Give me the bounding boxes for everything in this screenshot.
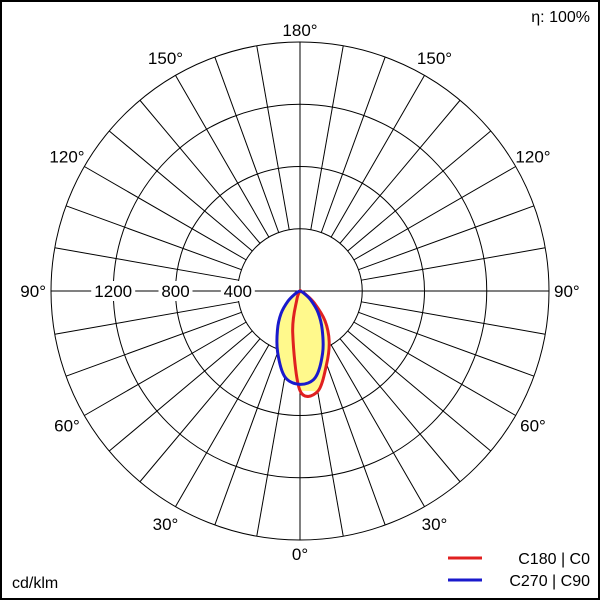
grid-spoke-200 (214, 56, 280, 233)
grid-spoke-230 (108, 130, 253, 252)
grid-spoke-150 (330, 75, 425, 238)
grid-spoke-300 (84, 321, 247, 416)
angle-tick-label: 90° (554, 282, 580, 301)
radial-label-bg (91, 281, 136, 301)
angle-tick-label: 150° (417, 49, 452, 68)
grid-spoke-160 (320, 56, 386, 233)
grid-spoke-250 (65, 205, 242, 271)
legend: C180 | C0 C270 | C90 (448, 551, 590, 590)
fill-area-2 (277, 291, 323, 385)
unit-label: cd/klm (12, 575, 58, 592)
grid-spoke-40 (339, 338, 461, 483)
grid-spoke-30 (330, 344, 425, 507)
grid-spoke-340 (214, 349, 280, 526)
angle-tick-label: 60° (520, 417, 546, 436)
grid-spoke-140 (339, 99, 461, 244)
grid-spoke-320 (139, 338, 261, 483)
grid-spoke-330 (175, 344, 270, 507)
angle-tick-label: 30° (153, 515, 179, 534)
grid-spoke-210 (175, 75, 270, 238)
angle-tick-label: 0° (292, 545, 308, 564)
grid-spoke-120 (353, 166, 516, 261)
efficiency-label: η: 100% (531, 9, 590, 26)
angle-tick-label: 120° (49, 148, 84, 167)
grid-spoke-170 (310, 45, 344, 230)
legend-label-1: C180 | C0 (518, 551, 590, 568)
radial-label-bg (220, 281, 255, 301)
radial-tick-label: 800 (161, 282, 189, 301)
grid-spoke-80 (361, 301, 546, 335)
grid-spoke-50 (347, 330, 492, 452)
grid-spoke-220 (139, 99, 261, 244)
grid-spoke-240 (84, 166, 247, 261)
angle-tick-label: 120° (515, 148, 550, 167)
grid-spoke-190 (256, 45, 290, 230)
radial-tick-label: 400 (224, 282, 252, 301)
grid-spoke-110 (358, 205, 535, 271)
grid-spoke-260 (54, 247, 239, 281)
grid-spoke-70 (358, 311, 535, 377)
angle-tick-label: 180° (282, 21, 317, 40)
grid-spoke-280 (54, 301, 239, 335)
grid-spoke-290 (65, 311, 242, 377)
angle-tick-label: 90° (20, 282, 46, 301)
grid-spoke-60 (353, 321, 516, 416)
angle-tick-label: 150° (148, 49, 183, 68)
angle-tick-label: 30° (422, 515, 448, 534)
grid-spoke-350 (256, 352, 290, 537)
grid-layer (50, 41, 550, 541)
grid-spoke-20 (320, 349, 386, 526)
legend-label-2: C270 | C90 (509, 573, 590, 590)
label-layer: 180° 150° 150° 120° 120° 90° 90° 60° 60° 30° 30° 0°… (20, 21, 579, 564)
curve-layer (275, 288, 331, 398)
grid-spoke-130 (347, 130, 492, 252)
radial-tick-label: 1200 (94, 282, 132, 301)
angle-tick-label: 60° (54, 417, 80, 436)
series-curve-2 (275, 289, 325, 386)
grid-spoke-310 (108, 330, 253, 452)
radial-label-bg (158, 281, 193, 301)
grid-spoke-100 (361, 247, 546, 281)
